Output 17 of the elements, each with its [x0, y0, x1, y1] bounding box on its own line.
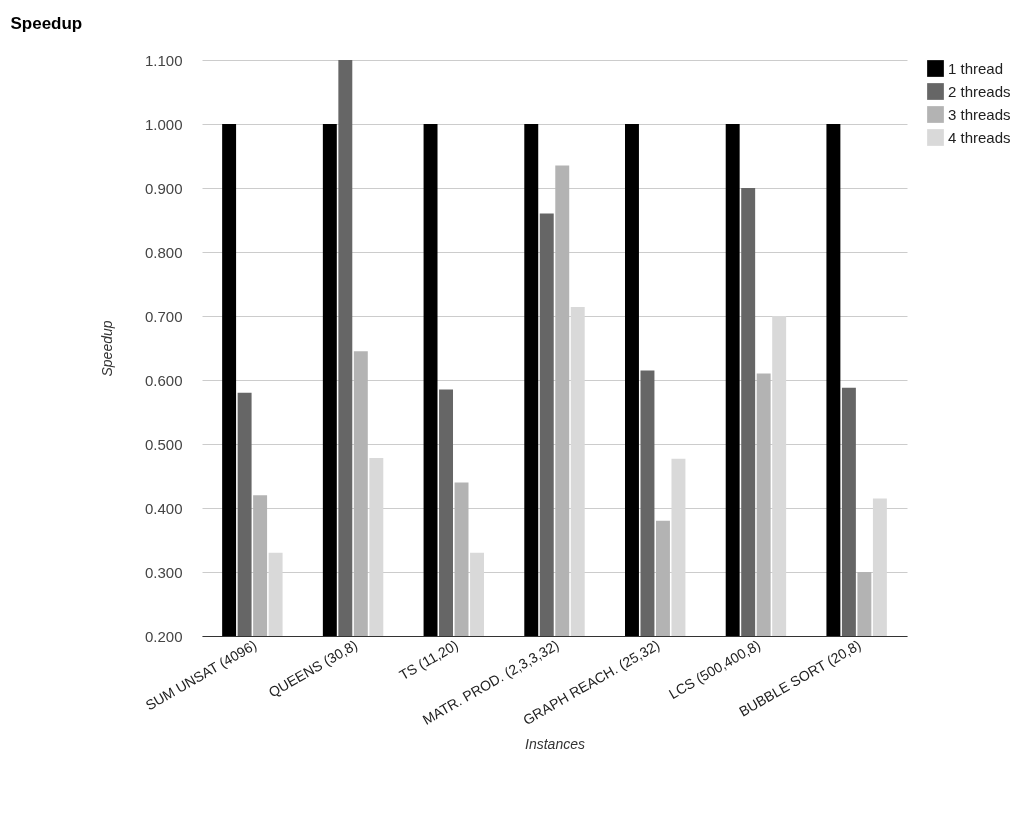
- y-tick-label: 1.000: [144, 115, 183, 133]
- y-tick-label: 0.600: [144, 371, 183, 389]
- y-tick-label: 0.400: [144, 499, 183, 517]
- y-tick-label: 0.900: [144, 179, 183, 197]
- y-tick-label: 0.500: [144, 435, 183, 453]
- y-tick-label: 0.700: [144, 307, 183, 325]
- legend-label: 2 threads: [948, 82, 1011, 100]
- y-tick-label: 1.100: [144, 51, 183, 69]
- legend-label: 1 thread: [948, 59, 1004, 77]
- y-tick-label: 0.300: [144, 563, 183, 581]
- legend-label: 3 threads: [948, 105, 1011, 123]
- y-axis-title: Speedup: [98, 320, 115, 377]
- legend-label: 4 threads: [948, 128, 1011, 146]
- y-tick-label: 0.200: [144, 627, 183, 645]
- x-axis-title: Instances: [525, 736, 585, 753]
- text: Speedup: [10, 14, 83, 33]
- y-tick-label: 0.800: [144, 243, 183, 261]
